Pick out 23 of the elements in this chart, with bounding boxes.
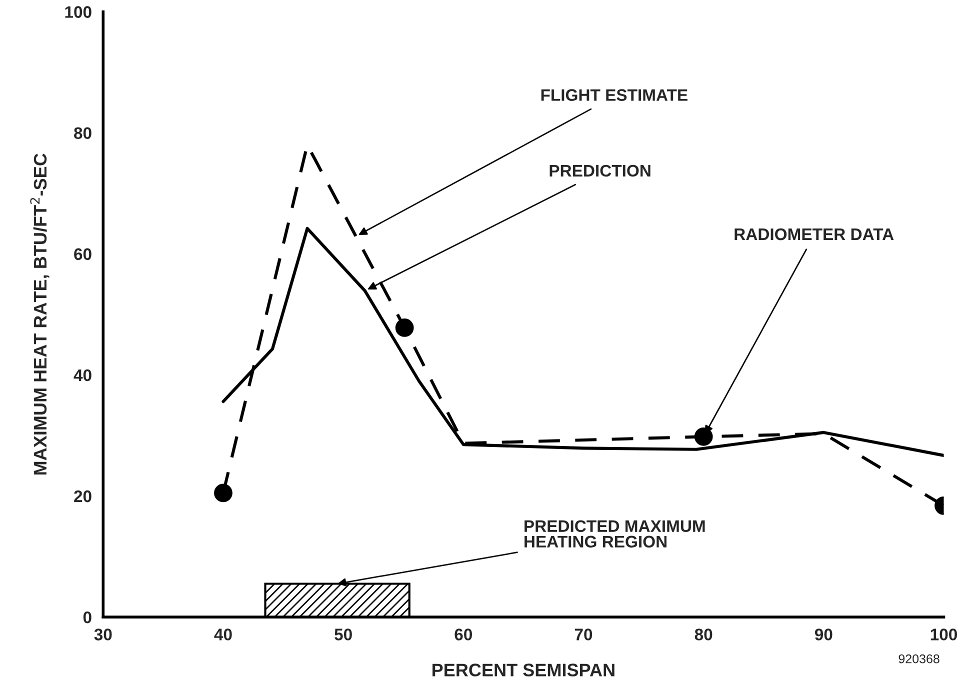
y-tick-label: 0 <box>83 611 92 624</box>
x-tick-label: 100 <box>930 628 957 640</box>
point <box>214 484 232 502</box>
x-tick-label: 90 <box>814 628 832 640</box>
x-tick-label: 60 <box>454 628 472 640</box>
x-axis-title: PERCENT SEMISPAN <box>432 664 614 676</box>
x-tick-label: 50 <box>334 628 352 640</box>
x-tick-label: 30 <box>94 628 112 640</box>
text: 920368 <box>898 654 940 664</box>
point <box>395 318 414 337</box>
y-tick-label: 20 <box>74 490 92 502</box>
x-tick-label: 80 <box>694 628 712 640</box>
x-tick-label: 70 <box>574 628 592 640</box>
text: PREDICTION <box>550 164 650 177</box>
x-tick-label: 40 <box>214 628 232 640</box>
y-tick-label: 40 <box>74 369 92 382</box>
y-axis-title: MAXIMUM HEAT RATE, BTU/FT$^{2}$-SEC <box>30 154 50 475</box>
y-tick-label: 80 <box>74 127 92 140</box>
y-tick-label: 100 <box>65 6 92 18</box>
band-label: PREDICTED MAXIMUM HEATING REGION <box>524 520 705 548</box>
y-tick-label: 60 <box>74 248 92 260</box>
text: RADIOMETER DATA <box>734 228 894 240</box>
text: FLIGHT ESTIMATE <box>541 89 688 101</box>
